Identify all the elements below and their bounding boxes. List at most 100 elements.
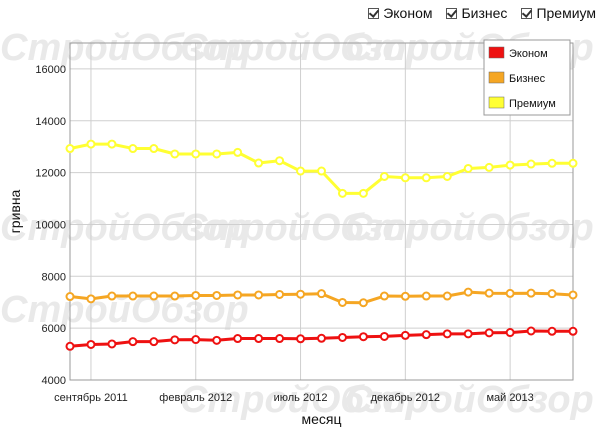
data-point [400,173,410,183]
data-point [526,288,536,298]
data-point [254,334,264,344]
data-point [379,172,389,182]
y-tick-label: 10000 [35,219,66,231]
data-point [568,290,578,300]
data-point [233,147,243,157]
x-tick-label: февраль 2012 [159,392,232,404]
y-tick-label: 14000 [35,116,66,128]
data-point [337,188,347,198]
data-point [170,335,180,345]
data-point [128,144,138,154]
data-point [442,329,452,339]
y-axis-ticks: 4000 6000 8000 10000 12000 14000 16000 [35,64,66,387]
data-point [107,139,117,149]
data-point [505,288,515,298]
x-axis-title: месяц [301,411,341,427]
data-point [421,330,431,340]
data-point [296,166,306,176]
data-point [296,289,306,299]
data-point [400,330,410,340]
series-business [65,287,578,308]
data-point [233,290,243,300]
y-tick-label: 4000 [42,375,66,387]
data-point [421,291,431,301]
data-point [65,341,75,351]
watermark-text: СтройОбзор [345,207,594,249]
legend-label: Премиум [509,98,556,110]
checkbox-business[interactable] [446,7,458,19]
y-tick-label: 8000 [42,271,66,283]
data-point [317,289,326,299]
data-point [358,188,368,198]
filter-econom[interactable]: Эконом [368,5,432,21]
data-point [526,326,536,336]
data-point [212,335,222,345]
data-point [484,162,494,172]
watermark-text: СтройОбзор [0,207,249,249]
x-tick-label: май 2013 [486,392,533,404]
data-point [191,149,201,159]
data-point [191,335,201,345]
legend-label: Эконом [509,48,548,60]
data-point [275,334,285,344]
y-axis-title: гривна [7,189,23,233]
data-point [86,339,96,349]
data-point [233,334,243,344]
data-point [463,287,473,297]
x-tick-label: сентябрь 2011 [54,392,128,404]
data-point [484,328,494,338]
data-point [379,331,389,341]
data-point [149,144,159,154]
series-econom [65,326,578,351]
data-point [149,291,159,301]
data-point [275,156,285,166]
data-point [463,329,473,339]
data-point [149,337,159,347]
data-point [526,159,536,169]
y-tick-label: 12000 [35,168,66,180]
data-point [128,291,138,301]
data-point [317,166,326,176]
data-point [337,332,347,342]
data-point [463,163,473,173]
filter-business-label: Бизнес [461,5,508,21]
data-point [317,333,326,343]
data-point [254,158,264,168]
checkbox-premium[interactable] [521,7,533,19]
legend-swatch [488,46,505,59]
data-point [337,297,347,307]
x-tick-label: июль 2012 [274,392,328,404]
data-point [547,289,557,299]
data-point [358,332,368,342]
data-point [212,290,222,300]
data-point [65,144,75,154]
watermark-text: СтройОбзор [345,379,594,421]
y-tick-label: 16000 [35,64,66,76]
data-point [547,158,557,168]
checkbox-econom[interactable] [368,7,380,19]
data-point [505,160,515,170]
data-point [86,139,96,149]
series-filters: Эконом Бизнес Премиум [368,3,596,23]
data-point [442,291,452,301]
data-point [296,334,306,344]
data-point [547,326,557,336]
data-point [568,158,578,168]
data-point [421,173,431,183]
watermark-group: СтройОбзор СтройОбзор СтройОбзор СтройОбзор… [0,27,594,421]
data-point [358,298,368,308]
data-point [65,292,75,302]
filter-premium[interactable]: Премиум [521,5,596,21]
data-point [400,291,410,301]
legend-label: Бизнес [509,73,546,85]
data-point [191,290,201,300]
data-point [568,326,578,336]
data-point [442,172,452,182]
filter-business[interactable]: Бизнес [446,5,507,21]
legend-swatch [488,71,505,84]
data-point [107,339,117,349]
watermark-text: СтройОбзор [0,27,249,69]
series-premium [65,139,578,198]
data-point [86,294,96,304]
